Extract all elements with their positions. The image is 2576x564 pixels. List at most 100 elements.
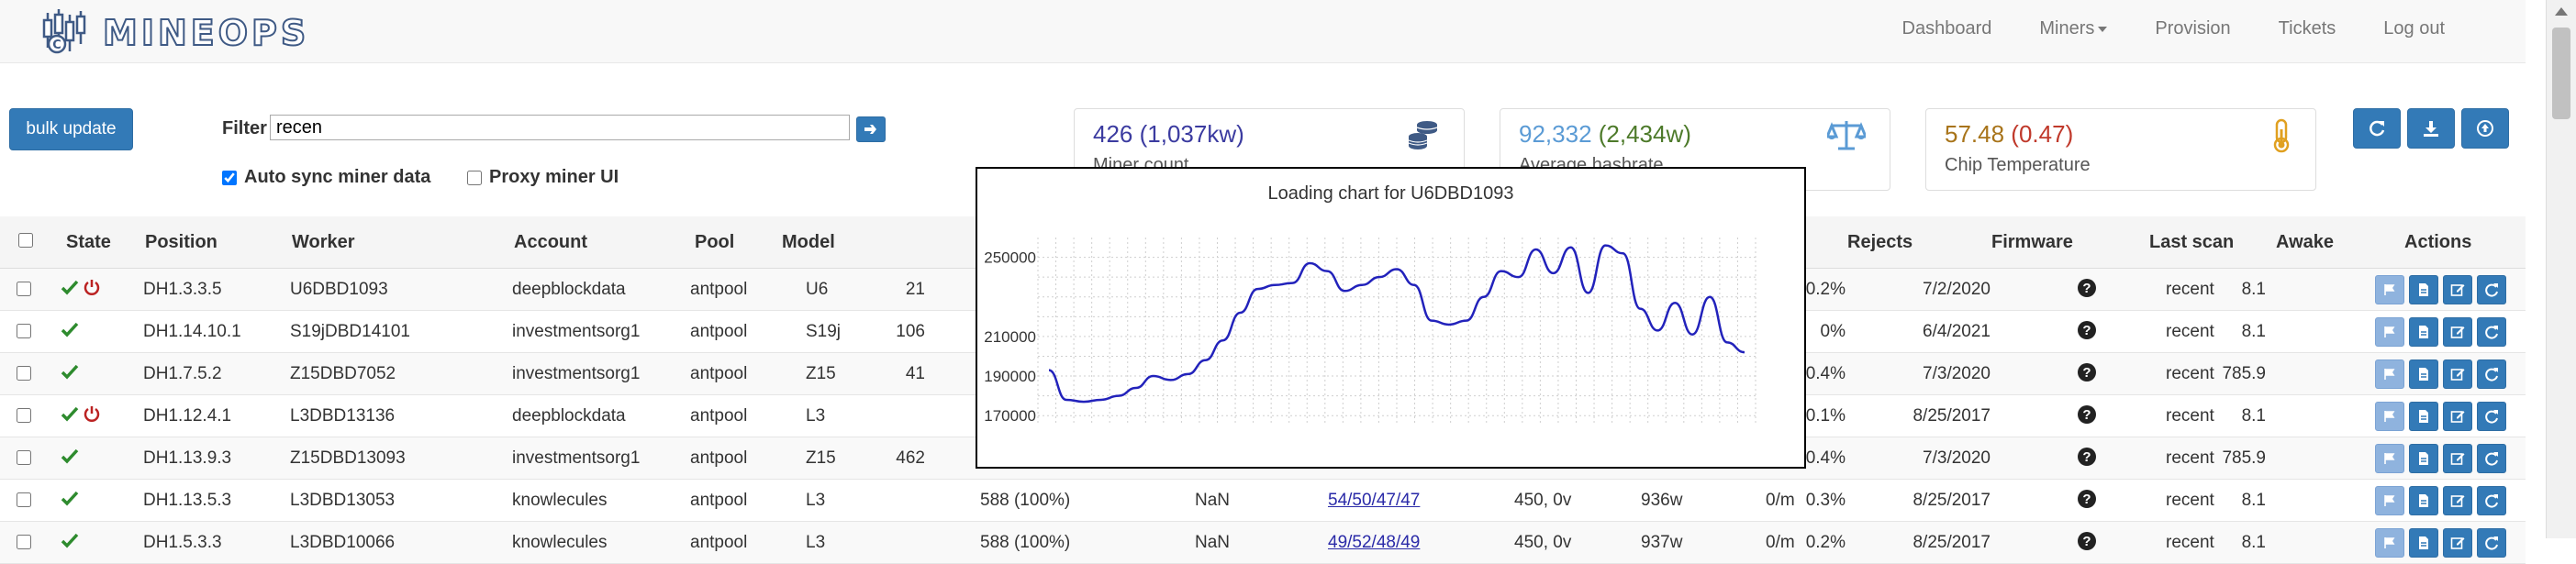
row-actions bbox=[2375, 359, 2506, 389]
details-button[interactable] bbox=[2409, 444, 2438, 473]
details-button[interactable] bbox=[2409, 402, 2438, 431]
row-select-checkbox[interactable] bbox=[17, 492, 31, 507]
auto-sync-checkbox[interactable] bbox=[222, 170, 237, 185]
nav-miners[interactable]: Miners bbox=[2039, 18, 2108, 39]
filter-submit-button[interactable] bbox=[856, 116, 886, 142]
row-worker: L3DBD13136 bbox=[290, 406, 396, 426]
filter-label: Filter bbox=[222, 118, 267, 138]
reboot-button[interactable] bbox=[2477, 317, 2506, 347]
reboot-button[interactable] bbox=[2477, 402, 2506, 431]
row-account: knowlecules bbox=[512, 491, 608, 510]
row-temps-link[interactable]: 54/50/47/47 bbox=[1328, 491, 1421, 510]
filter-input[interactable] bbox=[270, 115, 850, 140]
col-last-scan[interactable]: Last scan bbox=[2149, 232, 2235, 252]
row-select-checkbox[interactable] bbox=[17, 324, 31, 338]
col-model[interactable]: Model bbox=[782, 232, 835, 252]
row-last-scan: recent bbox=[2166, 448, 2214, 468]
reboot-button[interactable] bbox=[2477, 359, 2506, 389]
edit-button[interactable] bbox=[2443, 317, 2472, 347]
details-button[interactable] bbox=[2409, 317, 2438, 347]
nav-tickets[interactable]: Tickets bbox=[2278, 18, 2336, 39]
row-select-checkbox[interactable] bbox=[17, 535, 31, 549]
row-select-checkbox[interactable] bbox=[17, 282, 31, 296]
flag-icon bbox=[2384, 326, 2395, 337]
col-worker[interactable]: Worker bbox=[292, 232, 355, 252]
select-all-checkbox[interactable] bbox=[18, 233, 33, 248]
row-worker: S19jDBD14101 bbox=[290, 322, 410, 341]
table-row[interactable]: DH1.5.3.3 L3DBD10066 knowlecules antpool L3 5… bbox=[0, 522, 2526, 564]
reboot-button[interactable] bbox=[2477, 528, 2506, 558]
row-rejects: 0.2% bbox=[1805, 280, 1846, 299]
row-firmware: 6/4/2021 bbox=[1923, 322, 1991, 341]
coins-icon bbox=[1408, 121, 1438, 149]
flag-button[interactable] bbox=[2375, 275, 2404, 304]
edit-button[interactable] bbox=[2443, 444, 2472, 473]
col-position[interactable]: Position bbox=[145, 232, 217, 252]
hashrate-line-chart: 170000 190000 210000 250000 bbox=[984, 238, 1756, 426]
vertical-scrollbar[interactable] bbox=[2546, 0, 2576, 538]
refresh-icon bbox=[2485, 536, 2498, 550]
firmware-help-icon[interactable]: ? bbox=[2078, 448, 2096, 466]
nav-logout[interactable]: Log out bbox=[2383, 18, 2445, 39]
col-account[interactable]: Account bbox=[514, 232, 587, 252]
row-select-checkbox[interactable] bbox=[17, 450, 31, 465]
reboot-button[interactable] bbox=[2477, 275, 2506, 304]
flag-button[interactable] bbox=[2375, 486, 2404, 515]
flag-button[interactable] bbox=[2375, 317, 2404, 347]
nav-provision[interactable]: Provision bbox=[2155, 18, 2231, 39]
row-model: L3 bbox=[806, 406, 826, 426]
scroll-up-arrow-icon[interactable] bbox=[2555, 7, 2568, 16]
flag-button[interactable] bbox=[2375, 402, 2404, 431]
edit-button[interactable] bbox=[2443, 402, 2472, 431]
download-button[interactable] bbox=[2407, 108, 2455, 149]
firmware-help-icon[interactable]: ? bbox=[2078, 363, 2096, 382]
bulk-update-button[interactable]: bulk update bbox=[9, 108, 133, 150]
edit-icon bbox=[2450, 495, 2465, 507]
row-account: deepblockdata bbox=[512, 280, 626, 299]
proxy-ui-checkbox[interactable] bbox=[467, 170, 482, 185]
flag-button[interactable] bbox=[2375, 444, 2404, 473]
auto-sync-option[interactable]: Auto sync miner data bbox=[222, 167, 430, 188]
proxy-ui-label: Proxy miner UI bbox=[489, 167, 619, 187]
reboot-button[interactable] bbox=[2477, 486, 2506, 515]
refresh-button[interactable] bbox=[2353, 108, 2401, 149]
col-awake[interactable]: Awake bbox=[2276, 232, 2335, 252]
file-icon bbox=[2419, 494, 2428, 507]
edit-button[interactable] bbox=[2443, 528, 2472, 558]
nav-dashboard[interactable]: Dashboard bbox=[1901, 18, 1992, 39]
firmware-help-icon[interactable]: ? bbox=[2078, 279, 2096, 297]
firmware-help-icon[interactable]: ? bbox=[2078, 490, 2096, 508]
upload-button[interactable] bbox=[2461, 108, 2509, 149]
edit-button[interactable] bbox=[2443, 275, 2472, 304]
table-row[interactable]: DH1.13.5.3 L3DBD13053 knowlecules antpool L3… bbox=[0, 480, 2526, 522]
row-worker: Z15DBD13093 bbox=[290, 448, 406, 468]
row-model: Z15 bbox=[806, 364, 836, 383]
flag-button[interactable] bbox=[2375, 528, 2404, 558]
proxy-ui-option[interactable]: Proxy miner UI bbox=[467, 167, 619, 188]
chip-temp: 57.48 bbox=[1945, 120, 2005, 148]
details-button[interactable] bbox=[2409, 528, 2438, 558]
firmware-help-icon[interactable]: ? bbox=[2078, 405, 2096, 424]
row-select-checkbox[interactable] bbox=[17, 366, 31, 381]
details-button[interactable] bbox=[2409, 275, 2438, 304]
row-hashrate: 588 (100%) bbox=[980, 533, 1071, 552]
flag-button[interactable] bbox=[2375, 359, 2404, 389]
details-button[interactable] bbox=[2409, 486, 2438, 515]
edit-button[interactable] bbox=[2443, 359, 2472, 389]
details-button[interactable] bbox=[2409, 359, 2438, 389]
col-rejects[interactable]: Rejects bbox=[1847, 232, 1913, 252]
row-firmware: 8/25/2017 bbox=[1912, 406, 1991, 426]
reboot-button[interactable] bbox=[2477, 444, 2506, 473]
col-firmware[interactable]: Firmware bbox=[1991, 232, 2073, 252]
firmware-help-icon[interactable]: ? bbox=[2078, 321, 2096, 339]
col-state[interactable]: State bbox=[66, 232, 111, 252]
logo[interactable]: C MINEOPS bbox=[40, 7, 309, 59]
row-select-checkbox[interactable] bbox=[17, 408, 31, 423]
refresh-icon bbox=[2485, 326, 2498, 339]
scrollbar-thumb[interactable] bbox=[2552, 28, 2570, 119]
col-pool[interactable]: Pool bbox=[695, 232, 735, 252]
row-temps-link[interactable]: 49/52/48/49 bbox=[1328, 533, 1421, 552]
row-frequency: 450, 0v bbox=[1514, 533, 1572, 552]
firmware-help-icon[interactable]: ? bbox=[2078, 532, 2096, 550]
edit-button[interactable] bbox=[2443, 486, 2472, 515]
